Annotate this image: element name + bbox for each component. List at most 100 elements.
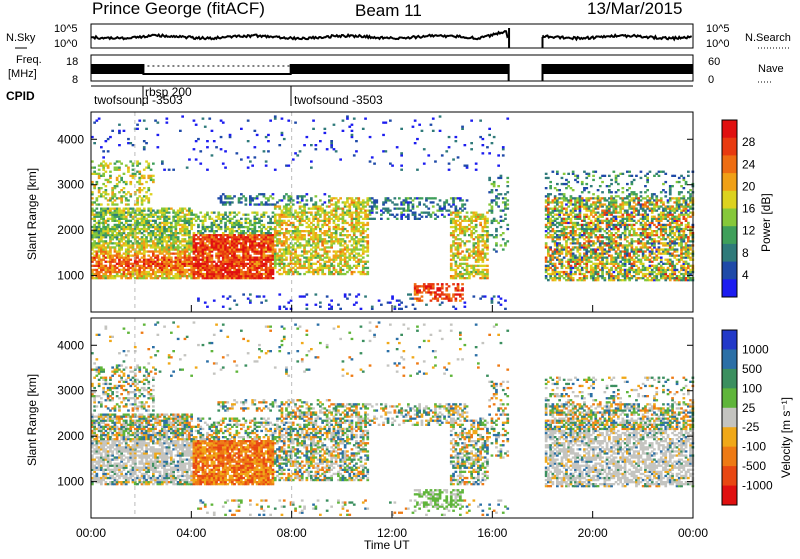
heatmap-cell xyxy=(199,163,202,165)
heatmap-cell xyxy=(570,214,573,216)
heatmap-cell xyxy=(154,265,157,267)
heatmap-cell xyxy=(199,150,202,152)
heatmap-cell xyxy=(163,246,166,248)
heatmap-cell xyxy=(333,267,336,269)
heatmap-cell xyxy=(96,257,99,259)
heatmap-cell xyxy=(143,210,146,212)
heatmap-cell xyxy=(276,257,279,259)
heatmap-cell xyxy=(572,240,575,242)
heatmap-cell xyxy=(107,208,110,210)
heatmap-cell xyxy=(461,293,464,295)
heatmap-cell xyxy=(100,263,103,265)
heatmap-cell xyxy=(111,236,114,238)
heatmap-cell xyxy=(107,181,110,183)
heatmap-cell xyxy=(461,275,464,277)
heatmap-cell xyxy=(245,236,248,238)
heatmap-cell xyxy=(226,240,229,242)
heatmap-cell xyxy=(342,230,345,232)
heatmap-cell xyxy=(303,246,306,248)
heatmap-cell xyxy=(299,259,302,261)
heatmap-cell xyxy=(547,255,550,257)
heatmap-cell xyxy=(138,120,141,122)
heatmap-cell xyxy=(233,212,236,214)
heatmap-cell xyxy=(238,261,241,263)
heatmap-cell xyxy=(265,269,268,271)
heatmap-cell xyxy=(563,273,566,275)
heatmap-cell xyxy=(335,259,338,261)
heatmap-cell xyxy=(283,234,286,236)
heatmap-cell xyxy=(129,160,132,162)
heatmap-cell xyxy=(152,179,155,181)
heatmap-cell xyxy=(190,212,193,214)
heatmap-cell xyxy=(292,224,295,226)
heatmap-cell xyxy=(116,263,119,265)
heatmap-cell xyxy=(143,271,146,273)
heatmap-cell xyxy=(222,240,225,242)
heatmap-cell xyxy=(159,224,162,226)
heatmap-cell xyxy=(425,304,428,306)
heatmap-cell xyxy=(482,248,485,250)
heatmap-cell xyxy=(353,259,356,261)
heatmap-cell xyxy=(254,197,257,199)
heatmap-cell xyxy=(281,240,284,242)
heatmap-cell xyxy=(233,255,236,257)
heatmap-cell xyxy=(249,293,252,295)
heatmap-cell xyxy=(202,277,205,279)
heatmap-cell xyxy=(366,246,369,248)
heatmap-cell xyxy=(143,169,146,171)
heatmap-cell xyxy=(220,199,223,201)
heatmap-cell xyxy=(206,146,209,148)
heatmap-cell xyxy=(583,187,586,189)
heatmap-cell xyxy=(436,300,439,302)
heatmap-cell xyxy=(260,277,263,279)
heatmap-cell xyxy=(179,210,182,212)
heatmap-cell xyxy=(93,122,96,124)
heatmap-cell xyxy=(260,240,263,242)
heatmap-cell xyxy=(308,208,311,210)
heatmap-cell xyxy=(459,218,462,220)
heatmap-cell xyxy=(414,214,417,216)
heatmap-cell xyxy=(547,248,550,250)
heatmap-cell xyxy=(213,244,216,246)
heatmap-cell xyxy=(138,181,141,183)
heatmap-cell xyxy=(387,208,390,210)
heatmap-cell xyxy=(114,195,117,197)
nsearch-tick-bottom: 10^0 xyxy=(706,38,730,50)
heatmap-cell xyxy=(554,263,557,265)
heatmap-cell xyxy=(269,269,272,271)
heatmap-cell xyxy=(563,277,566,279)
heatmap-cell xyxy=(195,242,198,244)
heatmap-cell xyxy=(269,234,272,236)
heatmap-cell xyxy=(506,224,509,226)
heatmap-cell xyxy=(272,257,275,259)
heatmap-cell xyxy=(552,238,555,240)
heatmap-cell xyxy=(484,246,487,248)
heatmap-cell xyxy=(154,246,157,248)
heatmap-cell xyxy=(265,232,268,234)
heatmap-cell xyxy=(152,240,155,242)
heatmap-cell xyxy=(301,214,304,216)
heatmap-cell xyxy=(217,259,220,261)
heatmap-cell xyxy=(166,244,169,246)
heatmap-cell xyxy=(335,238,338,240)
heatmap-cell xyxy=(572,277,575,279)
heatmap-cell xyxy=(590,273,593,275)
heatmap-cell xyxy=(330,236,333,238)
heatmap-cell xyxy=(195,265,198,267)
heatmap-cell xyxy=(206,261,209,263)
heatmap-cell xyxy=(269,120,272,122)
heatmap-cell xyxy=(236,244,239,246)
heatmap-cell xyxy=(567,273,570,275)
heatmap-cell xyxy=(138,208,141,210)
heatmap-cell xyxy=(168,169,171,171)
heatmap-cell xyxy=(186,210,189,212)
heatmap-cell xyxy=(491,191,494,193)
heatmap-cell xyxy=(272,246,275,248)
heatmap-cell xyxy=(281,261,284,263)
heatmap-cell xyxy=(357,228,360,230)
heatmap-cell xyxy=(308,263,311,265)
heatmap-cell xyxy=(556,222,559,224)
heatmap-cell xyxy=(229,214,232,216)
heatmap-cell xyxy=(346,222,349,224)
heatmap-cell xyxy=(161,244,164,246)
